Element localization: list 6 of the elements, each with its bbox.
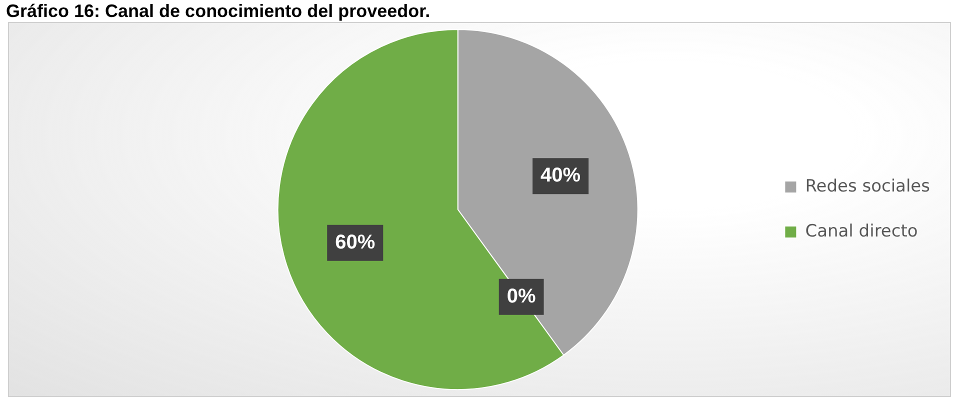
legend-label: Canal directo bbox=[805, 221, 918, 242]
legend-label: Redes sociales bbox=[805, 176, 930, 196]
chart-title: Gráfico 16: Canal de conocimiento del proveedor. bbox=[5, 0, 432, 22]
text: 0% bbox=[506, 285, 536, 308]
data-label: 60% bbox=[335, 231, 376, 254]
data-label: 40% bbox=[540, 164, 581, 187]
